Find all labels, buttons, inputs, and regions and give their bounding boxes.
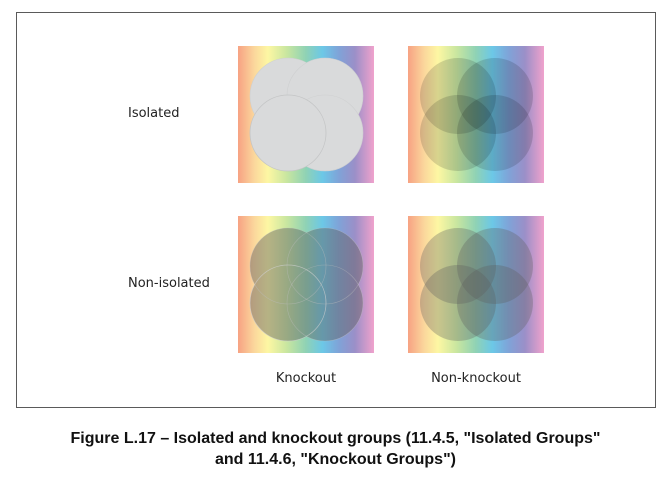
circle-bottom-left [249, 264, 327, 342]
column-label-knockout: Knockout [275, 371, 337, 386]
panel-isolated-non-knockout [408, 46, 544, 183]
circle-bottom-left [420, 95, 496, 171]
circle-bottom-left [249, 94, 327, 172]
panel-non-isolated-knockout [238, 216, 374, 353]
caption-line-1: Figure L.17 – Isolated and knockout grou… [70, 430, 601, 447]
panel-non-isolated-non-knockout [408, 216, 544, 353]
circle-top-left [249, 227, 327, 305]
row-label-isolated: Isolated [128, 106, 180, 121]
knockout-union [250, 228, 363, 341]
circle-bottom-right [286, 264, 364, 342]
circle-top-right [457, 228, 533, 304]
circle-top-right [286, 227, 364, 305]
row-label-non-isolated: Non-isolated [128, 276, 210, 291]
caption-line-2: and 11.4.6, "Knockout Groups") [215, 451, 456, 468]
circle-bottom-right [457, 265, 533, 341]
circle-bottom-left [420, 265, 496, 341]
figure-caption: Figure L.17 – Isolated and knockout grou… [0, 428, 671, 470]
panel-isolated-knockout [238, 46, 374, 183]
circle-top-left [420, 228, 496, 304]
column-label-non-knockout: Non-knockout [431, 371, 521, 386]
spectrum-backdrop [408, 216, 544, 353]
